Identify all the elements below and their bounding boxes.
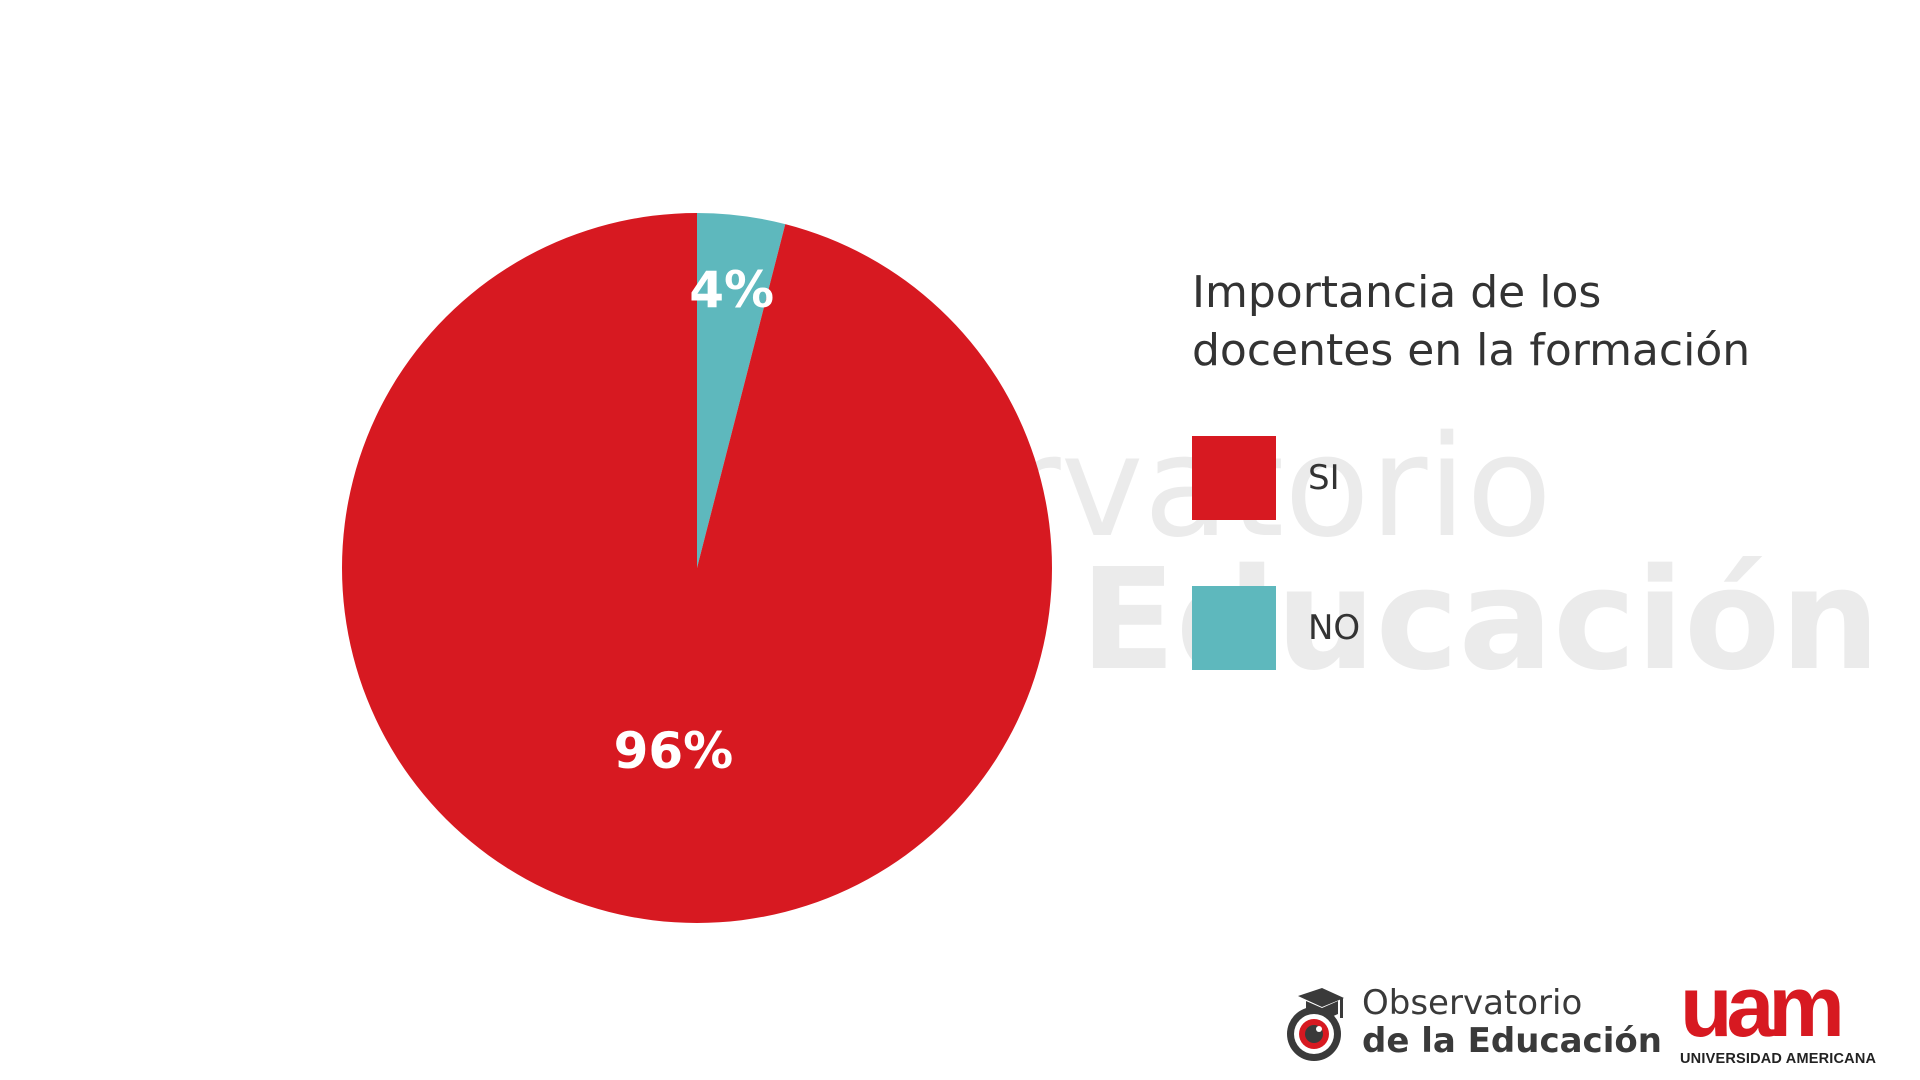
legend-label-si: SI — [1308, 458, 1340, 498]
observatorio-logo-line2: de la Educación — [1362, 1021, 1662, 1061]
chart-legend: SI NO — [1192, 436, 1360, 736]
legend-item-no: NO — [1192, 586, 1360, 670]
observatorio-eye-icon — [1287, 988, 1344, 1061]
pie-label-no: 4% — [689, 261, 774, 319]
legend-swatch-no — [1192, 586, 1276, 670]
observatorio-logo: Observatorio de la Educación — [1284, 982, 1662, 1062]
chart-title-line-2: docentes en la formación — [1192, 325, 1751, 376]
uam-logo: uam UNIVERSIDAD AMERICANA — [1680, 959, 1890, 1067]
chart-title: Importancia de los docentes en la formac… — [1192, 264, 1852, 380]
legend-swatch-si — [1192, 436, 1276, 520]
uam-logo-name: UNIVERSIDAD AMERICANA — [1680, 1051, 1877, 1067]
pie-slice-no — [697, 213, 786, 568]
pie-slice-si — [341, 213, 1052, 923]
observatorio-logo-line1: Observatorio — [1362, 983, 1583, 1023]
legend-label-no: NO — [1308, 608, 1361, 648]
chart-title-line-1: Importancia de los — [1192, 267, 1602, 318]
pie-label-si: 96% — [614, 722, 734, 780]
uam-mark: uam — [1680, 976, 1840, 1044]
uam-wordmark: uam — [1680, 959, 1846, 1055]
legend-item-si: SI — [1192, 436, 1360, 520]
